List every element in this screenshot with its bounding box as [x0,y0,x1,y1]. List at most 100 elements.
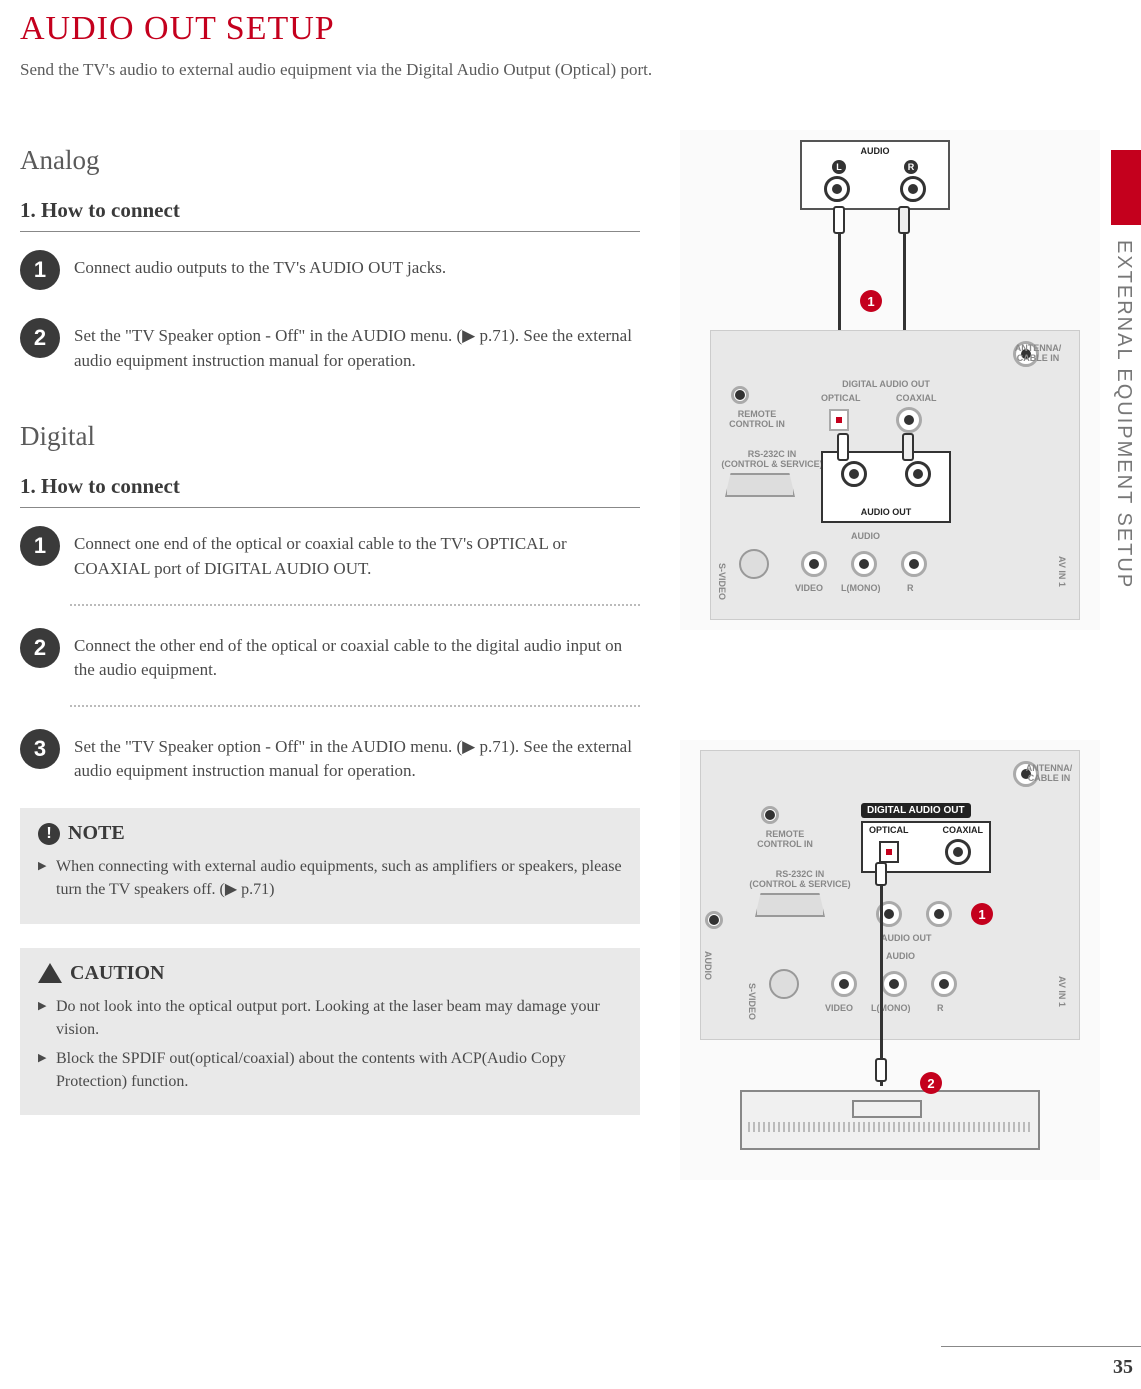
callout-badge: 1 [860,290,882,312]
rca-plug [898,206,910,234]
note-heading-text: NOTE [68,822,125,845]
audio-out-label: AUDIO OUT [823,507,949,517]
rca-port [841,461,867,487]
remote-port [731,386,749,404]
coax-port [945,839,971,865]
step-badge: 2 [20,628,60,668]
page-title: AUDIO OUT SETUP [0,0,1141,48]
step-text: Connect one end of the optical or coaxia… [74,526,640,581]
step-text: Connect the other end of the optical or … [74,628,640,683]
antenna-label: ANTENNA/ CABLE IN [1003,343,1073,363]
rca-port [881,971,907,997]
optical-plug [875,862,887,886]
tv-panel: ANTENNA/ CABLE IN REMOTE CONTROL IN DIGI… [710,330,1080,620]
rs232-label: RS-232C IN (CONTROL & SERVICE) [717,449,827,469]
callout-badge: 1 [971,903,993,925]
section-side-label: EXTERNAL EQUIPMENT SETUP [1112,240,1135,589]
rs232-port [725,473,795,497]
note-callout: ! NOTE When connecting with external aud… [20,808,640,923]
step-badge: 3 [20,729,60,769]
coaxial-label: COAXIAL [896,393,937,403]
remote-port [761,806,779,824]
svideo-port [769,969,799,999]
video-port [801,551,827,577]
step-badge: 2 [20,318,60,358]
r-label: R [937,1003,944,1013]
rca-plug [902,433,914,461]
cable [880,886,883,1086]
step-text: Set the "TV Speaker option - Off" in the… [74,318,640,373]
page-subtitle: Send the TV's audio to external audio eq… [0,48,1141,80]
mono-label: L(MONO) [841,583,881,593]
audio-side-label: AUDIO [703,951,713,980]
page-number: 35 [1113,1356,1133,1379]
audio-label2: AUDIO [851,531,880,541]
digital-step-3: 3 Set the "TV Speaker option - Off" in t… [20,729,640,784]
footer-rule [941,1346,1141,1347]
amp-box: AUDIO L R [800,140,950,210]
analog-diagram: AUDIO L R 1 ANTENNA/ CABLE IN REMOTE CON… [680,130,1100,630]
dotted-divider [70,604,640,606]
caution-heading-text: CAUTION [70,962,164,985]
step-badge: 1 [20,250,60,290]
coax-port [896,407,922,433]
rca-port [931,971,957,997]
audio-equipment [740,1090,1040,1150]
digital-diagram: ANTENNA/ CABLE IN REMOTE CONTROL IN DIGI… [680,740,1100,1180]
digital-step-2: 2 Connect the other end of the optical o… [20,628,640,683]
rs232-port [755,893,825,917]
optical-port [829,409,849,431]
step-badge: 1 [20,526,60,566]
r-badge: R [904,160,918,174]
rca-port [905,461,931,487]
step-text: Connect audio outputs to the TV's AUDIO … [74,250,446,281]
section-tab [1111,150,1141,225]
rca-port [824,176,850,202]
optical-plug [875,1058,887,1082]
analog-step-1: 1 Connect audio outputs to the TV's AUDI… [20,250,640,290]
svideo-label: S-VIDEO [747,983,757,1020]
note-icon: ! [38,823,60,845]
svideo-port [739,549,769,579]
digital-how-heading: 1. How to connect [20,474,640,499]
divider [20,507,640,508]
caution-item: Block the SPDIF out(optical/coaxial) abo… [38,1047,622,1093]
video-port [831,971,857,997]
rs232-label: RS-232C IN (CONTROL & SERVICE) [745,869,855,889]
note-item: When connecting with external audio equi… [38,855,622,901]
left-column: Analog 1. How to connect 1 Connect audio… [20,135,640,1115]
callout-badge: 2 [920,1072,942,1094]
avin-label: AV IN 1 [1057,976,1067,1007]
caution-heading: CAUTION [38,962,622,985]
mono-label: L(MONO) [871,1003,911,1013]
caution-icon [38,963,62,983]
remote-label: REMOTE CONTROL IN [745,829,825,849]
rca-port [900,176,926,202]
coaxial-label: COAXIAL [943,825,984,835]
remote-label: REMOTE CONTROL IN [717,409,797,429]
antenna-label: ANTENNA/ CABLE IN [1013,763,1085,783]
equip-slot [852,1100,922,1118]
l-badge: L [832,160,846,174]
rca-plug [833,206,845,234]
analog-step-2: 2 Set the "TV Speaker option - Off" in t… [20,318,640,373]
video-label: VIDEO [795,583,823,593]
rca-port [705,911,723,929]
optical-label: OPTICAL [869,825,909,835]
optical-label: OPTICAL [821,393,861,403]
audio-label2: AUDIO [886,951,915,961]
rca-port [926,901,952,927]
divider [20,231,640,232]
audio-out-label: AUDIO OUT [881,933,932,943]
rca-port [901,551,927,577]
note-heading: ! NOTE [38,822,622,845]
digital-heading: Digital [20,421,640,452]
rca-plug [837,433,849,461]
equip-vents [748,1122,1032,1132]
dao-label: DIGITAL AUDIO OUT [861,803,971,818]
tv-panel: ANTENNA/ CABLE IN REMOTE CONTROL IN DIGI… [700,750,1080,1040]
svideo-label: S-VIDEO [717,563,727,600]
video-label: VIDEO [825,1003,853,1013]
avin-label: AV IN 1 [1057,556,1067,587]
dotted-divider [70,705,640,707]
